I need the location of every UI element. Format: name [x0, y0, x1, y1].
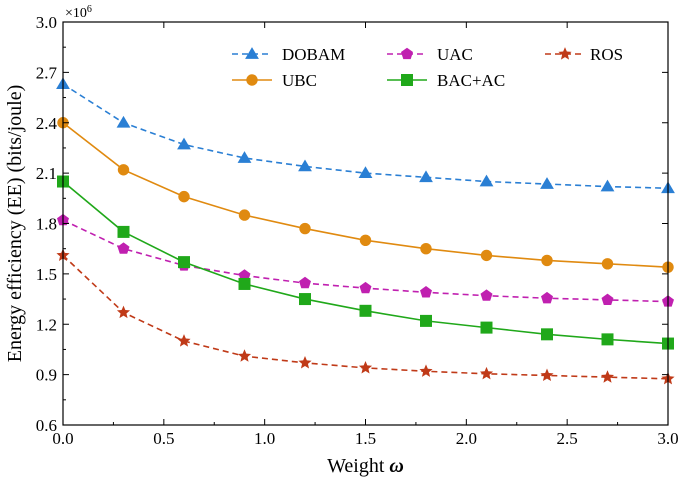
legend-label: ROS	[590, 45, 623, 64]
y-tick-label: 0.9	[36, 366, 57, 385]
legend-entry: UBC	[232, 71, 317, 90]
y-tick-label: 1.8	[36, 215, 57, 234]
triangle-marker	[245, 47, 259, 59]
star-marker	[540, 368, 554, 382]
x-tick-label: 1.5	[355, 429, 376, 448]
square-marker	[299, 293, 311, 306]
x-tick-label: 2.5	[557, 429, 578, 448]
circle-marker	[117, 164, 130, 176]
legend-entry: UAC	[387, 45, 473, 64]
pentagon-marker	[480, 289, 493, 301]
star-marker	[479, 366, 494, 380]
pentagon-marker	[541, 291, 553, 304]
pentagon-marker	[420, 286, 432, 298]
x-tick-label: 0.0	[52, 429, 73, 448]
pentagon-marker	[117, 242, 130, 254]
legend-entry: DOBAM	[232, 45, 345, 64]
triangle-marker	[479, 174, 494, 187]
y-tick-label: 1.5	[36, 265, 57, 284]
pentagon-marker	[359, 281, 372, 294]
series-uac	[57, 213, 674, 307]
triangle-marker	[600, 179, 615, 192]
square-marker	[178, 256, 190, 269]
circle-marker	[601, 258, 614, 270]
square-marker	[117, 225, 130, 238]
axis-labels: 0.0 0.5 1.0 1.5 2.0 2.5 3.0 0.6 0.9 1.2 1.5 1.8 2.1 2…	[4, 4, 679, 477]
y-axis-label: Energy efficiency (EE) (bits/joule)	[4, 85, 26, 363]
y-tick-label: 3.0	[36, 13, 57, 32]
pentagon-marker	[238, 269, 251, 281]
legend-label: UBC	[282, 71, 317, 90]
series-bac-ac	[57, 175, 674, 350]
series-dobam	[56, 77, 675, 194]
square-marker	[480, 321, 493, 334]
axis-ticks	[62, 21, 669, 426]
triangle-marker	[237, 151, 252, 163]
square-marker	[541, 328, 553, 341]
pentagon-marker	[401, 47, 413, 60]
triangle-marker	[358, 166, 373, 178]
circle-marker	[541, 254, 553, 267]
triangle-marker	[419, 170, 433, 183]
square-marker	[420, 314, 432, 327]
star-marker	[177, 334, 191, 347]
x-tick-label: 3.0	[657, 429, 678, 448]
triangle-marker	[298, 159, 312, 172]
pentagon-marker	[299, 276, 311, 289]
circle-marker	[178, 190, 190, 203]
square-marker	[401, 74, 413, 86]
legend-label: UAC	[437, 45, 473, 64]
y-tick-label: 1.2	[36, 315, 57, 334]
legend-entry: BAC+AC	[387, 71, 505, 90]
circle-marker	[246, 74, 258, 86]
star-marker	[600, 370, 615, 383]
series-line	[62, 254, 669, 380]
series-ubc	[57, 117, 674, 273]
triangle-marker	[116, 115, 131, 128]
star-marker	[237, 349, 252, 362]
star-marker	[419, 364, 433, 377]
circle-marker	[299, 222, 311, 235]
star-marker	[298, 355, 312, 369]
circle-marker	[480, 249, 493, 262]
square-marker	[238, 277, 251, 290]
circle-marker	[238, 209, 251, 221]
legend: DOBAM UAC ROS UBC BAC+AC	[232, 45, 623, 90]
square-marker	[359, 304, 372, 317]
plot-content	[56, 77, 675, 385]
pentagon-marker	[601, 293, 614, 305]
y-tick-label: 2.4	[36, 114, 58, 133]
y-tick-label: 2.7	[36, 63, 58, 82]
star-marker	[358, 361, 373, 374]
circle-marker	[359, 234, 372, 246]
legend-entry: ROS	[545, 45, 623, 64]
star-marker	[558, 47, 572, 60]
legend-label: BAC+AC	[437, 71, 505, 90]
y-tick-label: 0.6	[36, 416, 57, 435]
triangle-marker	[540, 177, 554, 189]
legend-label: DOBAM	[282, 45, 345, 64]
triangle-marker	[177, 137, 191, 150]
circle-marker	[420, 242, 432, 255]
y-tick-label: 2.1	[36, 164, 57, 183]
square-marker	[601, 333, 614, 346]
y-multiplier-label: ×106	[65, 4, 92, 21]
x-tick-label: 0.5	[153, 429, 174, 448]
x-axis-label: Weight ω	[327, 455, 404, 477]
star-marker	[116, 305, 131, 319]
x-tick-label: 2.0	[456, 429, 477, 448]
x-tick-label: 1.0	[254, 429, 275, 448]
